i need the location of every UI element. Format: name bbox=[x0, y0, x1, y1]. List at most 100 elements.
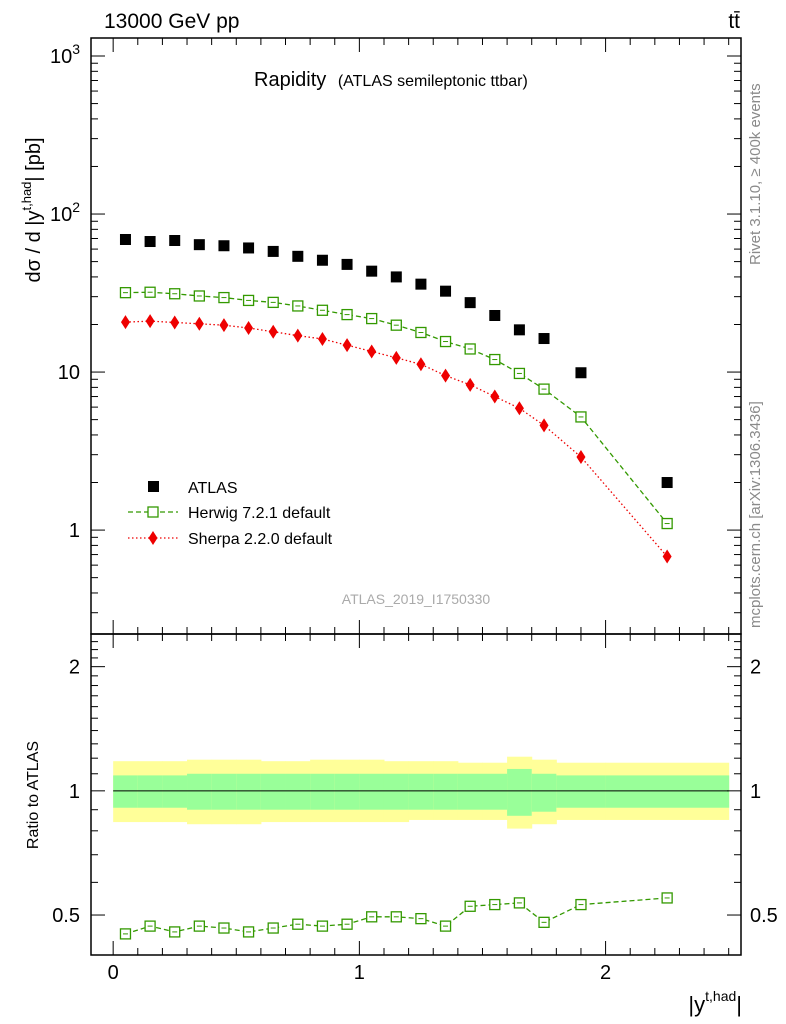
ratio-tick-label-right: 2 bbox=[750, 657, 761, 679]
y-tick-label: 102 bbox=[50, 199, 80, 226]
ratio-band-inner bbox=[556, 775, 607, 808]
sherpa-point bbox=[662, 549, 672, 564]
atlas-point bbox=[661, 477, 673, 489]
ratio-band-inner bbox=[113, 775, 139, 808]
ratio-band-inner bbox=[285, 773, 311, 810]
atlas-point bbox=[316, 254, 328, 266]
atlas-point bbox=[464, 297, 476, 309]
ratio-band-inner bbox=[310, 773, 336, 810]
atlas-point bbox=[267, 245, 279, 257]
atlas-point bbox=[489, 309, 501, 321]
atlas-point bbox=[366, 265, 378, 277]
x-label-suffix: | bbox=[736, 992, 742, 1017]
atlas-point bbox=[415, 278, 427, 290]
ratio-tick-label-right: 0.5 bbox=[750, 905, 778, 927]
sherpa-line bbox=[125, 320, 668, 557]
plot-title: Rapidity (ATLAS semileptonic ttbar) bbox=[254, 69, 528, 91]
legend-item-herwig: Herwig 7.2.1 default bbox=[128, 505, 331, 522]
top-y-label-sup: t,had bbox=[19, 182, 34, 211]
sherpa-point bbox=[367, 344, 377, 359]
x-label-prefix: |y bbox=[688, 992, 705, 1017]
ratio-band-inner bbox=[334, 773, 360, 810]
ratio-band-inner bbox=[359, 773, 385, 810]
process-label: 13000 GeV pp bbox=[104, 10, 239, 33]
legend-item-sherpa: Sherpa 2.2.0 default bbox=[128, 531, 333, 548]
ratio-tick-label-left: 0.5 bbox=[52, 905, 80, 927]
ratio-band-inner bbox=[383, 773, 410, 810]
sherpa-point bbox=[219, 318, 229, 333]
atlas-point bbox=[243, 242, 255, 254]
top-y-label-prefix: dσ / d |y bbox=[23, 211, 45, 283]
atlas-point bbox=[218, 240, 230, 252]
y-tick-exponent: 3 bbox=[72, 41, 80, 57]
atlas-point bbox=[119, 233, 131, 245]
rivet-label: Rivet 3.1.10, ≥ 400k events bbox=[747, 83, 764, 265]
sherpa-point bbox=[293, 328, 303, 343]
legend-sherpa-marker bbox=[148, 531, 158, 545]
atlas-point bbox=[193, 239, 205, 251]
ratio-band-inner bbox=[162, 775, 188, 808]
ratio-tick-label-right: 1 bbox=[750, 781, 761, 803]
mcplots-label: mcplots.cern.ch [arXiv:1306.3436] bbox=[747, 401, 764, 628]
sherpa-point bbox=[268, 324, 278, 339]
y-tick-label: 1 bbox=[69, 520, 80, 542]
x-axis-label: |yt,had| bbox=[688, 988, 742, 1017]
sherpa-point bbox=[416, 357, 426, 372]
ratio-band-inner bbox=[137, 775, 163, 808]
legend-atlas-label: ATLAS bbox=[188, 480, 238, 497]
y-tick-base: 10 bbox=[50, 46, 72, 68]
x-tick-label: 1 bbox=[354, 962, 365, 984]
ratio-band-inner bbox=[507, 768, 533, 816]
sherpa-point bbox=[465, 377, 475, 392]
x-tick-label: 0 bbox=[108, 962, 119, 984]
atlas-point bbox=[169, 235, 181, 247]
atlas-point bbox=[513, 324, 525, 336]
plot-title-sub: (ATLAS semileptonic ttbar) bbox=[338, 73, 528, 90]
legend-herwig-marker bbox=[147, 506, 159, 518]
ratio-band-inner bbox=[605, 775, 730, 808]
legend-item-atlas: ATLAS bbox=[148, 480, 238, 497]
analysis-id: ATLAS_2019_I1750330 bbox=[342, 591, 491, 607]
sherpa-point bbox=[342, 338, 352, 353]
bottom-panel-frame bbox=[90, 633, 742, 956]
ratio-band-inner bbox=[433, 773, 459, 810]
legend-herwig-label: Herwig 7.2.1 default bbox=[188, 505, 331, 522]
top-y-label-suffix: | [pb] bbox=[23, 137, 45, 181]
x-label-sup: t,had bbox=[705, 988, 736, 1004]
ratio-band-inner bbox=[187, 773, 213, 810]
atlas-point bbox=[538, 333, 550, 345]
atlas-point bbox=[341, 258, 353, 270]
ratio-tick-label-left: 1 bbox=[69, 781, 80, 803]
atlas-point bbox=[575, 367, 587, 379]
x-tick-label: 2 bbox=[600, 962, 611, 984]
top-y-axis-label: dσ / d |yt,had| [pb] bbox=[19, 137, 45, 282]
final-state-label: tt̄ bbox=[728, 10, 740, 33]
sherpa-point bbox=[490, 389, 500, 404]
sherpa-point bbox=[120, 315, 130, 330]
y-tick-label: 103 bbox=[50, 41, 80, 68]
atlas-point bbox=[292, 250, 304, 262]
sherpa-point bbox=[514, 401, 524, 416]
sherpa-point bbox=[576, 450, 586, 465]
y-tick-base: 10 bbox=[50, 204, 72, 226]
sherpa-point bbox=[244, 321, 254, 336]
ratio-band-inner bbox=[260, 773, 287, 810]
ratio-band-inner bbox=[457, 773, 483, 810]
sherpa-point bbox=[170, 315, 180, 330]
plot-title-main: Rapidity bbox=[254, 69, 326, 91]
y-tick-exponent: 2 bbox=[72, 199, 80, 215]
ratio-band-inner bbox=[408, 773, 434, 810]
ratio-band-inner bbox=[482, 773, 508, 810]
ratio-band-inner bbox=[211, 773, 237, 810]
sherpa-point bbox=[391, 350, 401, 365]
sherpa-point bbox=[317, 331, 327, 346]
sherpa-point bbox=[194, 316, 204, 331]
legend: ATLAS Herwig 7.2.1 default Sherpa 2.2.0 … bbox=[128, 480, 333, 548]
bottom-y-axis-label: Ratio to ATLAS bbox=[25, 741, 42, 849]
ratio-band-inner bbox=[531, 773, 557, 812]
legend-atlas-marker bbox=[148, 481, 159, 492]
legend-sherpa-label: Sherpa 2.2.0 default bbox=[188, 531, 333, 548]
ratio-tick-label-left: 2 bbox=[69, 657, 80, 679]
atlas-point bbox=[144, 236, 156, 248]
